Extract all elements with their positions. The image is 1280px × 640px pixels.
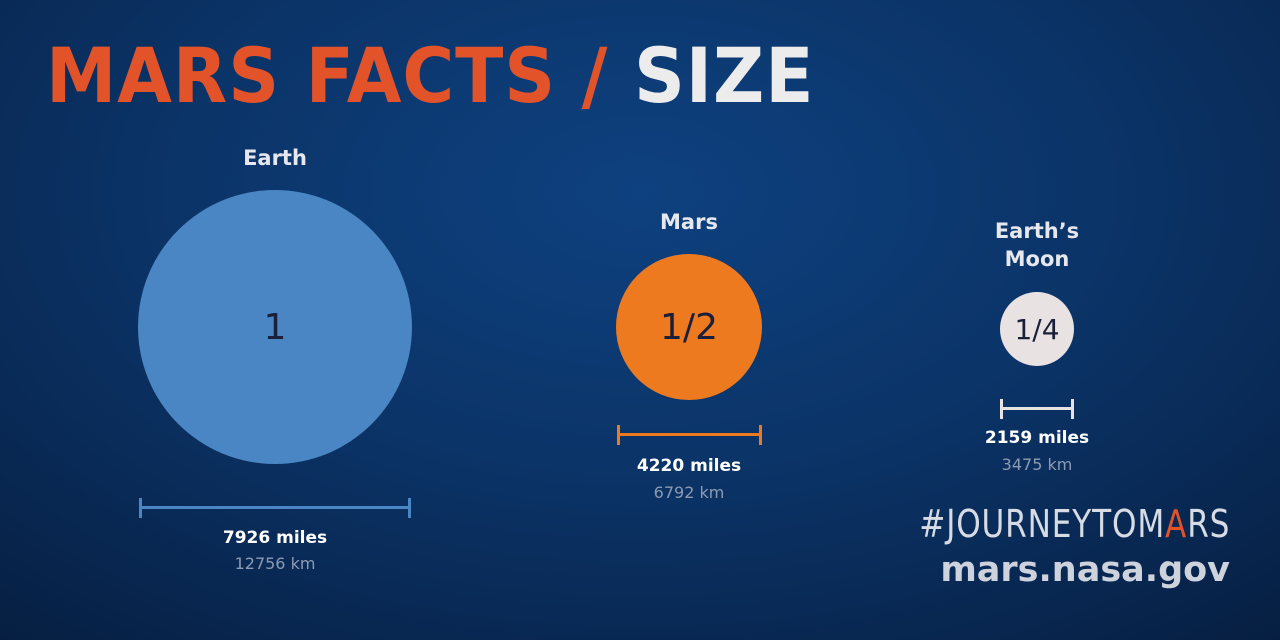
mars-km: 6792 km: [653, 483, 725, 502]
mars-fraction: 1/2: [660, 306, 718, 348]
moon-disc: 1/4: [1000, 292, 1074, 366]
hashtag-text: #JOURNEYTOM: [919, 502, 1165, 546]
moon-km: 3475 km: [1001, 455, 1073, 474]
mars-scale-bar: [617, 425, 762, 445]
earth-fraction: 1: [263, 306, 287, 348]
earth-scale-bar: [139, 498, 411, 518]
moon-label-line2: Moon: [1004, 247, 1070, 271]
mars-miles: 4220 miles: [636, 456, 742, 476]
earth-km: 12756 km: [234, 554, 316, 573]
title-plain: SIZE: [633, 31, 815, 120]
earth-label: Earth: [243, 146, 307, 170]
moon-label-line1: Earth’s: [994, 219, 1080, 243]
moon-label: Earth’s Moon: [937, 217, 1137, 273]
mars-label: Mars: [660, 210, 718, 234]
hashtag-accent: A: [1164, 502, 1187, 546]
moon-scale-bar: [1000, 399, 1074, 419]
page-title: MARS FACTS / SIZE: [46, 38, 814, 114]
mars-disc: 1/2: [616, 254, 762, 400]
earth-miles: 7926 miles: [222, 528, 328, 548]
moon-fraction: 1/4: [1014, 312, 1060, 346]
site-url[interactable]: mars.nasa.gov: [940, 550, 1230, 590]
hashtag-logo: #JOURNEYTOMARS: [919, 502, 1230, 546]
earth-disc: 1: [138, 190, 412, 464]
title-accent: MARS FACTS /: [46, 31, 609, 120]
hashtag-end: RS: [1186, 502, 1230, 546]
moon-miles: 2159 miles: [984, 428, 1090, 448]
